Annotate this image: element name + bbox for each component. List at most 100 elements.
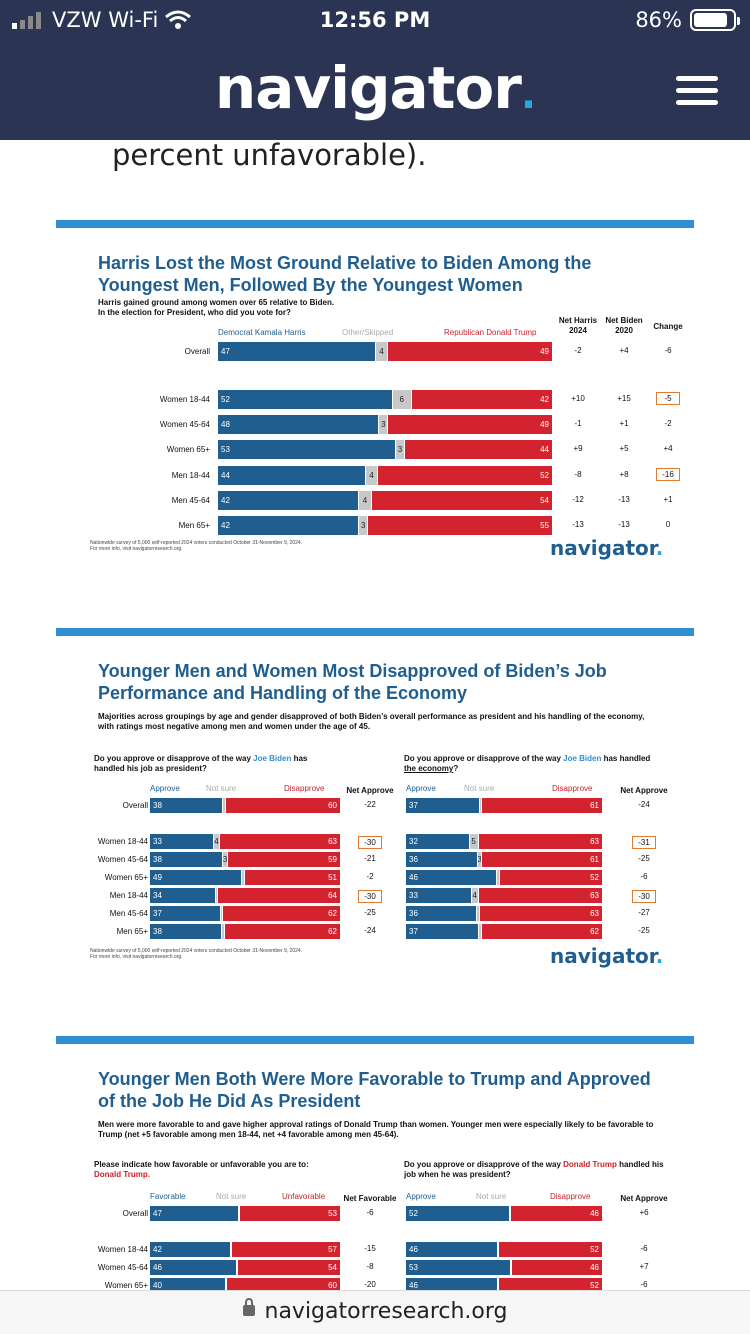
bar-segment-disapprove: 52: [500, 870, 602, 885]
bar-segment-negative: 57: [231, 1242, 340, 1257]
row-label: Women 65+: [104, 1281, 148, 1290]
row-label: Men 45-64: [109, 909, 148, 918]
bar-segment-harris: 47: [218, 342, 375, 361]
value-change: -2: [664, 419, 672, 428]
battery-percent: 86%: [635, 8, 682, 32]
bar-segment-disapprove: 62: [481, 924, 602, 939]
url-text: navigatorresearch.org: [264, 1299, 508, 1324]
col-net-left: Net Favorable: [343, 1194, 397, 1203]
value-net-approve: -27: [638, 908, 650, 917]
value-net-biden: +8: [619, 470, 629, 479]
stacked-bar: 42 4 54: [218, 491, 552, 510]
stacked-bar: 46 52: [406, 1242, 602, 1257]
bar-segment-approve: 36: [406, 906, 476, 921]
row-label: Overall: [122, 1209, 148, 1218]
bar-segment-notsure: [236, 1260, 239, 1275]
stacked-bar: 52 6 42: [218, 390, 552, 409]
bar-segment-trump: 49: [388, 342, 552, 361]
bar-segment-approve: 38: [150, 798, 223, 813]
bar-segment-harris: 52: [218, 390, 392, 409]
value-change: 0: [665, 520, 671, 529]
bar-segment-negative: 46: [510, 1206, 602, 1221]
stacked-bar: 46 54: [150, 1260, 340, 1275]
row-label: Women 18-44: [159, 395, 210, 404]
value-net-approve: -25: [638, 926, 650, 935]
stacked-bar: 38 3 59: [150, 852, 340, 867]
value-net-favorable: -6: [366, 1208, 374, 1217]
stacked-bar: 36 3 61: [406, 852, 602, 867]
bar-segment-trump: 54: [371, 491, 552, 510]
bar-segment-disapprove: 63: [478, 834, 602, 849]
carrier-label: VZW Wi-Fi: [52, 8, 159, 32]
value-net-favorable: -15: [364, 1244, 376, 1253]
bar-segment-negative: 54: [238, 1260, 340, 1275]
bar-segment-notsure: [241, 870, 245, 885]
bar-segment-approve: 33: [406, 888, 471, 903]
value-net-biden: -13: [618, 520, 630, 529]
bar-segment-other: 4: [364, 466, 379, 485]
bar-segment-positive: 40: [150, 1278, 226, 1290]
bar-segment-notsure: [509, 1260, 512, 1275]
stacked-bar: 38 60: [150, 798, 340, 813]
bar-segment-disapprove: 63: [478, 888, 602, 903]
value-change: -5: [656, 392, 680, 405]
bar-segment-positive: 46: [406, 1242, 498, 1257]
legend-disapprove: Disapprove: [550, 1192, 591, 1201]
bar-segment-negative: 53: [240, 1206, 340, 1221]
bar-segment-approve: 36: [406, 852, 477, 867]
stacked-bar: 47 4 49: [218, 342, 552, 361]
bar-segment-notsure: [478, 798, 483, 813]
status-left: VZW Wi-Fi: [12, 8, 192, 32]
site-logo[interactable]: navigator.: [214, 54, 536, 122]
value-net-biden: -13: [618, 495, 630, 504]
row-label: Women 65+: [104, 873, 148, 882]
legend-notsure-right: Not sure: [476, 1192, 507, 1201]
bar-segment-negative: 52: [499, 1242, 602, 1257]
bar-segment-trump: 44: [405, 440, 552, 459]
stacked-bar: 34 64: [150, 888, 340, 903]
question-right: Do you approve or disapprove of the way …: [404, 1160, 664, 1179]
value-change: -6: [664, 346, 672, 355]
bar-segment-notsure: [220, 924, 225, 939]
lock-icon: [242, 1297, 255, 1316]
bar-segment-positive: 46: [406, 1278, 498, 1290]
bar-segment-negative: 60: [227, 1278, 340, 1290]
bar-segment-disapprove: 60: [225, 798, 340, 813]
bar-segment-disapprove: 63: [479, 906, 602, 921]
stacked-bar: 47 53: [150, 1206, 340, 1221]
value-net-approve: -21: [364, 854, 376, 863]
chart-slide-3: Younger Men Both Were More Favorable to …: [56, 1036, 694, 1290]
bar-segment-notsure: 3: [222, 852, 228, 867]
status-bar: VZW Wi-Fi 12:56 PM 86%: [0, 0, 750, 40]
bar-segment-notsure: 3: [476, 852, 483, 867]
bar-segment-positive: 53: [406, 1260, 510, 1275]
value-net-biden: +5: [619, 444, 629, 453]
value-net-biden: +1: [619, 419, 629, 428]
chart-title: Harris Lost the Most Ground Relative to …: [98, 253, 592, 295]
url-bar[interactable]: navigatorresearch.org: [0, 1290, 750, 1334]
bar-segment-approve: 33: [150, 834, 213, 849]
chart-title: Younger Men Both Were More Favorable to …: [98, 1069, 651, 1111]
bar-segment-approve: 37: [406, 798, 479, 813]
bar-segment-notsure: [219, 906, 224, 921]
bar-segment-disapprove: 59: [227, 852, 340, 867]
stacked-bar: 53 46: [406, 1260, 602, 1275]
col-change: Change: [653, 322, 683, 331]
stacked-bar: 49 51: [150, 870, 340, 885]
wifi-icon: [165, 10, 192, 29]
bar-segment-notsure: 4: [470, 888, 479, 903]
row-label: Women 45-64: [97, 855, 148, 864]
legend-harris: Democrat Kamala Harris: [218, 328, 306, 337]
col-net-right: Net Approve: [620, 1194, 668, 1203]
menu-icon[interactable]: [676, 76, 718, 106]
stacked-bar: 48 3 49: [218, 415, 552, 434]
bar-segment-trump: 52: [378, 466, 552, 485]
chart-subtitle: Harris gained ground among women over 65…: [98, 298, 335, 307]
legend-approve-right: Approve: [406, 784, 436, 793]
bar-segment-other: 3: [395, 440, 406, 459]
bar-segment-negative: 46: [511, 1260, 602, 1275]
bar-segment-positive: 52: [406, 1206, 509, 1221]
stacked-bar: 37 62: [150, 906, 340, 921]
legend-trump: Republican Donald Trump: [444, 328, 537, 337]
bar-segment-approve: 49: [150, 870, 242, 885]
